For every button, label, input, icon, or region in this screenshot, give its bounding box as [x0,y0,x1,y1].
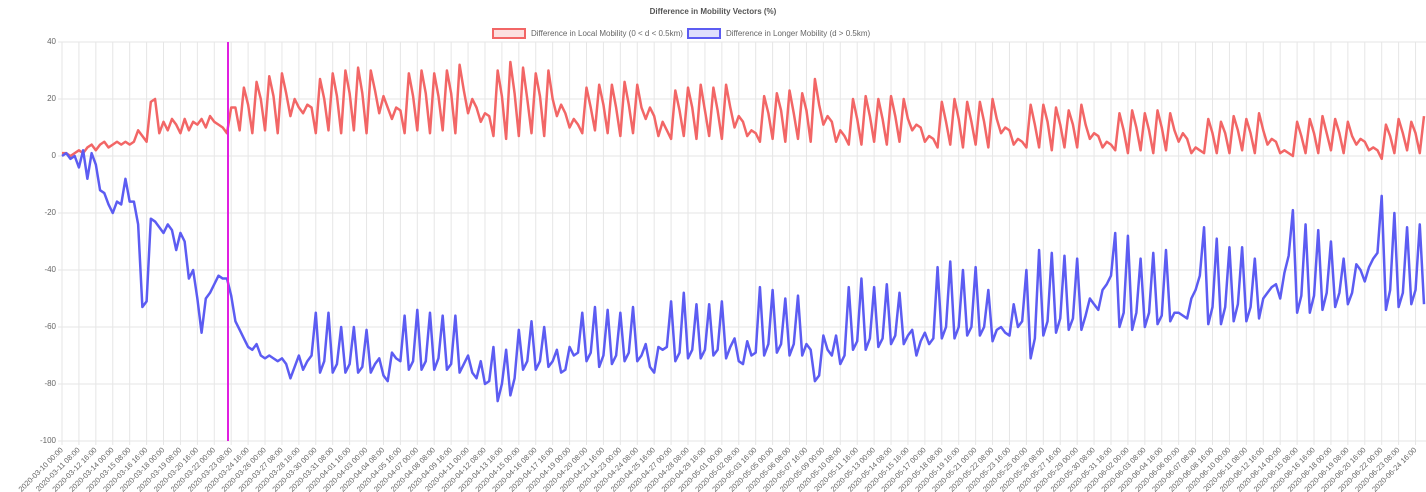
legend-swatch [687,28,721,39]
legend-label: Difference in Longer Mobility (d > 0.5km… [726,29,870,38]
legend-swatch [492,28,526,39]
legend: Difference in Local Mobility (0 < d < 0.… [492,28,870,39]
chart-title: Difference in Mobility Vectors (%) [650,7,777,16]
legend-label: Difference in Local Mobility (0 < d < 0.… [531,29,683,38]
y-tick-label: 0 [52,151,57,160]
y-tick-label: -40 [44,265,56,274]
y-tick-label: -60 [44,322,56,331]
y-tick-label: -100 [40,436,57,445]
y-tick-label: 40 [47,37,56,46]
plot [61,60,1426,403]
grid: -100 -80 -60 -40 -20 0 20 40 [40,37,1426,445]
series-line [62,60,1426,161]
y-tick-label: -20 [44,208,56,217]
y-tick-label: 20 [47,94,56,103]
series-line [61,149,1426,403]
y-tick-label: -80 [44,379,56,388]
